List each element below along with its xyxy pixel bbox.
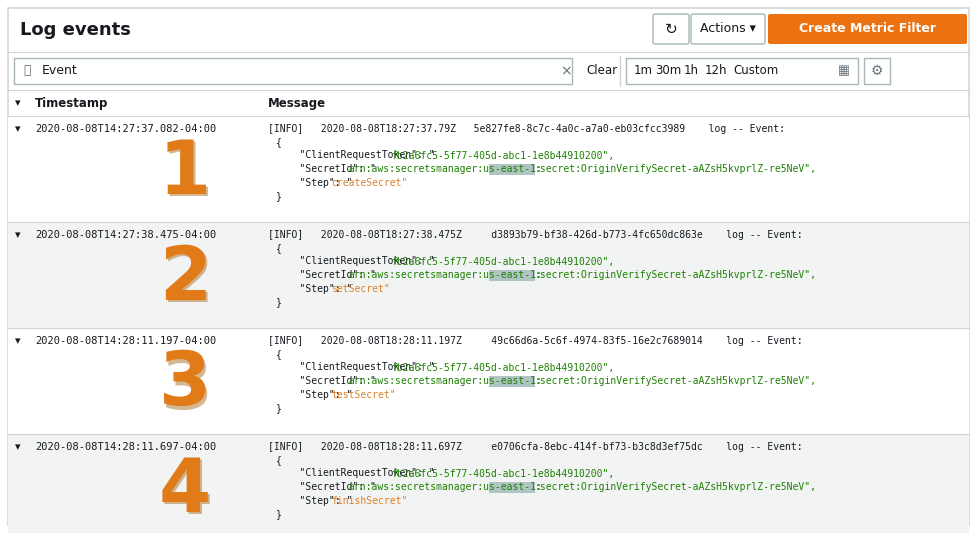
Text: :secret:OriginVerifySecret-aAZsH5kvprlZ-re5NeV",: :secret:OriginVerifySecret-aAZsH5kvprlZ-… (535, 376, 817, 386)
Text: createSecret": createSecret" (331, 177, 407, 188)
Text: 3: 3 (159, 349, 211, 422)
Text: 2: 2 (161, 246, 213, 319)
Text: "Step": ": "Step": " (276, 177, 353, 188)
Text: Timestamp: Timestamp (35, 96, 108, 109)
FancyBboxPatch shape (768, 14, 967, 44)
Text: ⌕: ⌕ (23, 64, 30, 77)
Bar (8, 116, 969, 222)
Bar (8, 328, 969, 434)
Text: setSecret": setSecret" (331, 284, 390, 294)
Text: "SecretId": ": "SecretId": " (276, 376, 376, 386)
Text: Clear: Clear (586, 64, 617, 77)
Text: arn:aws:secretsmanager:us-east-1:: arn:aws:secretsmanager:us-east-1: (348, 376, 542, 386)
Text: 12h: 12h (704, 64, 727, 77)
Bar (488, 164, 535, 175)
Text: "ClientRequestToken": ": "ClientRequestToken": " (276, 256, 435, 266)
Text: fb2a6fc5-5f77-405d-abc1-1e8b44910200",: fb2a6fc5-5f77-405d-abc1-1e8b44910200", (391, 469, 614, 479)
Text: :secret:OriginVerifySecret-aAZsH5kvprlZ-re5NeV",: :secret:OriginVerifySecret-aAZsH5kvprlZ-… (535, 270, 817, 280)
Text: Create Metric Filter: Create Metric Filter (799, 22, 936, 36)
Text: arn:aws:secretsmanager:us-east-1:: arn:aws:secretsmanager:us-east-1: (348, 482, 542, 492)
Text: ⚙: ⚙ (871, 64, 883, 78)
Text: fb2a6fc5-5f77-405d-abc1-1e8b44910200",: fb2a6fc5-5f77-405d-abc1-1e8b44910200", (391, 256, 614, 266)
Text: "ClientRequestToken": ": "ClientRequestToken": " (276, 150, 435, 160)
Text: }: } (276, 509, 282, 519)
Bar (8, 434, 969, 533)
FancyBboxPatch shape (653, 14, 689, 44)
Text: 2020-08-08T14:27:37.082-04:00: 2020-08-08T14:27:37.082-04:00 (35, 124, 216, 134)
Text: ▾: ▾ (16, 230, 21, 240)
Text: "Step": ": "Step": " (276, 496, 353, 505)
Text: arn:aws:secretsmanager:us-east-1:: arn:aws:secretsmanager:us-east-1: (348, 270, 542, 280)
Text: 3: 3 (161, 351, 213, 424)
Text: 2020-08-08T14:28:11.697-04:00: 2020-08-08T14:28:11.697-04:00 (35, 442, 216, 452)
Text: testSecret": testSecret" (331, 390, 396, 400)
Text: ↻: ↻ (664, 21, 677, 36)
Text: ×: × (560, 64, 572, 78)
Bar (8, 222, 969, 328)
Text: ▾: ▾ (16, 442, 21, 452)
Text: 4: 4 (159, 455, 211, 528)
Text: {: { (276, 349, 282, 359)
Text: ▾: ▾ (16, 98, 21, 108)
Text: Custom: Custom (733, 64, 779, 77)
Text: 30m: 30m (655, 64, 681, 77)
Text: :secret:OriginVerifySecret-aAZsH5kvprlZ-re5NeV",: :secret:OriginVerifySecret-aAZsH5kvprlZ-… (535, 164, 817, 174)
Text: [INFO]   2020-08-08T18:28:11.697Z     e0706cfa-8ebc-414f-bf73-b3c8d3ef75dc    lo: [INFO] 2020-08-08T18:28:11.697Z e0706cfa… (268, 442, 803, 452)
Text: "SecretId": ": "SecretId": " (276, 270, 376, 280)
Text: {: { (276, 455, 282, 465)
Text: }: } (276, 297, 282, 307)
Text: }: } (276, 403, 282, 413)
Text: [INFO]   2020-08-08T18:28:11.197Z     49c66d6a-5c6f-4974-83f5-16e2c7689014    lo: [INFO] 2020-08-08T18:28:11.197Z 49c66d6a… (268, 336, 803, 346)
Text: Log events: Log events (20, 21, 131, 39)
Text: finishSecret": finishSecret" (331, 496, 407, 505)
FancyBboxPatch shape (864, 58, 890, 84)
FancyBboxPatch shape (691, 14, 765, 44)
Text: 2: 2 (159, 243, 211, 316)
Text: "SecretId": ": "SecretId": " (276, 164, 376, 174)
Text: arn:aws:secretsmanager:us-east-1:: arn:aws:secretsmanager:us-east-1: (348, 164, 542, 174)
Text: Event: Event (42, 64, 78, 77)
Text: }: } (276, 191, 282, 201)
Text: Message: Message (268, 96, 326, 109)
Text: 1m: 1m (634, 64, 653, 77)
Text: 1: 1 (159, 136, 211, 209)
Text: "SecretId": ": "SecretId": " (276, 482, 376, 492)
FancyBboxPatch shape (14, 58, 572, 84)
Text: [INFO]   2020-08-08T18:27:37.79Z   5e827fe8-8c7c-4a0c-a7a0-eb03cfcc3989    log -: [INFO] 2020-08-08T18:27:37.79Z 5e827fe8-… (268, 124, 785, 134)
Text: Actions ▾: Actions ▾ (701, 22, 756, 36)
Text: 4: 4 (161, 457, 213, 530)
Text: [INFO]   2020-08-08T18:27:38.475Z     d3893b79-bf38-426d-b773-4fc650dc863e    lo: [INFO] 2020-08-08T18:27:38.475Z d3893b79… (268, 230, 803, 240)
Text: fb2a6fc5-5f77-405d-abc1-1e8b44910200",: fb2a6fc5-5f77-405d-abc1-1e8b44910200", (391, 362, 614, 373)
Text: ▾: ▾ (16, 336, 21, 346)
Bar (488, 376, 535, 387)
Text: "ClientRequestToken": ": "ClientRequestToken": " (276, 362, 435, 373)
Text: ▦: ▦ (838, 64, 850, 77)
Text: {: { (276, 137, 282, 147)
Text: "Step": ": "Step": " (276, 284, 353, 294)
Text: 1: 1 (161, 140, 213, 213)
Text: "Step": ": "Step": " (276, 390, 353, 400)
Text: :secret:OriginVerifySecret-aAZsH5kvprlZ-re5NeV",: :secret:OriginVerifySecret-aAZsH5kvprlZ-… (535, 482, 817, 492)
FancyBboxPatch shape (626, 58, 858, 84)
Text: 2020-08-08T14:27:38.475-04:00: 2020-08-08T14:27:38.475-04:00 (35, 230, 216, 240)
Text: 2020-08-08T14:28:11.197-04:00: 2020-08-08T14:28:11.197-04:00 (35, 336, 216, 346)
Bar (488, 270, 535, 281)
Text: 1h: 1h (684, 64, 699, 77)
Text: {: { (276, 243, 282, 253)
Text: fb2a6fc5-5f77-405d-abc1-1e8b44910200",: fb2a6fc5-5f77-405d-abc1-1e8b44910200", (391, 150, 614, 160)
Bar (488, 482, 535, 493)
Text: ▾: ▾ (16, 124, 21, 134)
Text: "ClientRequestToken": ": "ClientRequestToken": " (276, 469, 435, 479)
